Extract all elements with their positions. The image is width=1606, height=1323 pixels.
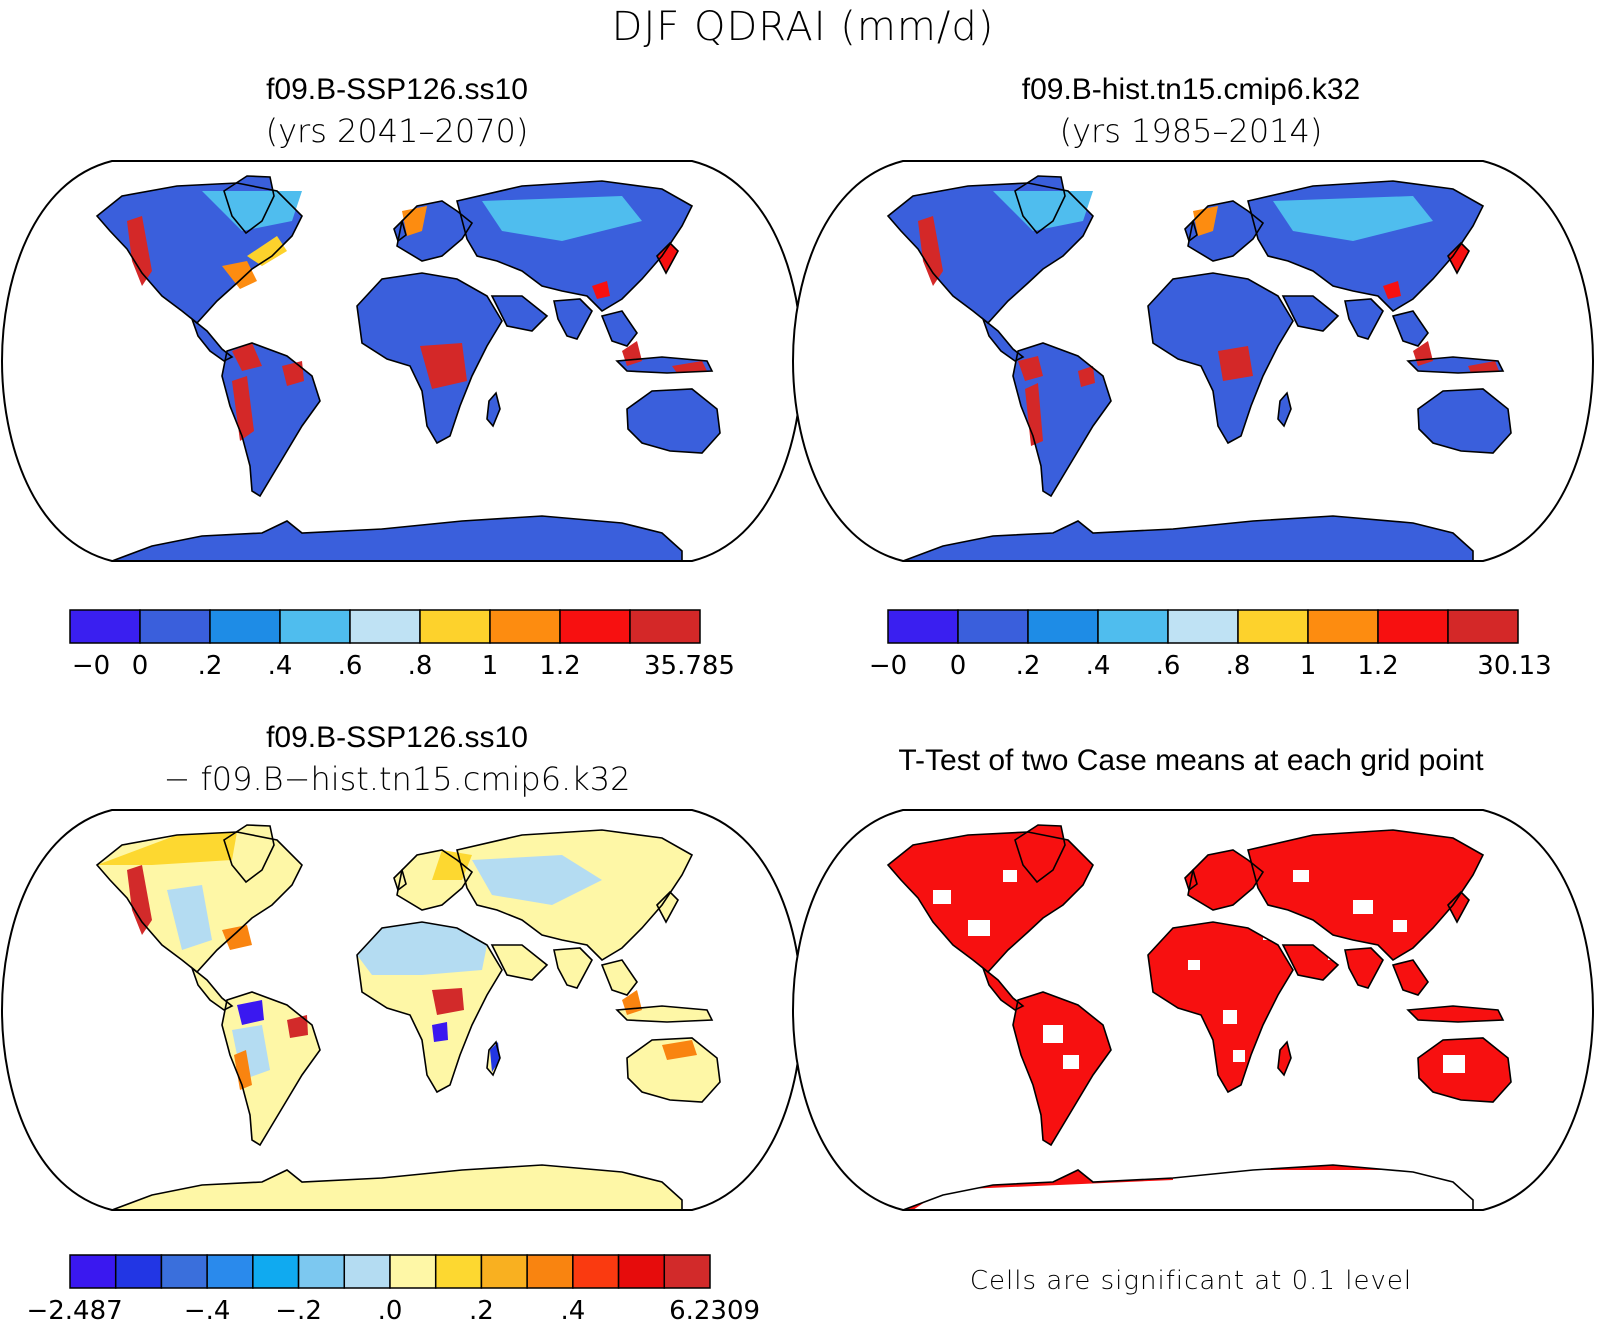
colorbar-label: 30.13 <box>1477 651 1551 681</box>
colorbar-label: 1 <box>1300 651 1317 681</box>
colorbar-label: 1.2 <box>1357 651 1398 681</box>
colorbar-label: 1 <box>482 651 499 681</box>
colorbar-swatch <box>1447 609 1519 644</box>
colorbar-swatch <box>209 609 281 644</box>
colorbar-swatch <box>1237 609 1309 644</box>
colorbar-label: .4 <box>560 1296 585 1323</box>
colorbar-swatch <box>663 1254 711 1289</box>
colorbar-label: 1.2 <box>539 651 580 681</box>
map-ssp126 <box>0 160 804 562</box>
colorbar-swatch <box>139 609 211 644</box>
colorbar-hist: −0 0 .2 .4 .6 .8 1 1.2 30.13 <box>869 609 1552 681</box>
colorbar-swatch <box>160 1254 208 1289</box>
colorbar-swatch <box>629 609 701 644</box>
colorbar-label: −2.487 <box>26 1296 122 1323</box>
colorbar-swatch <box>349 609 421 644</box>
colorbar-label: .2 <box>198 651 223 681</box>
panel-ssp126-title: f09.B-SSP126.ss10 <box>266 73 528 106</box>
colorbar-swatch <box>526 1254 574 1289</box>
colorbar-swatch <box>69 609 141 644</box>
colorbar-label: .6 <box>338 651 363 681</box>
colorbar-swatch <box>1097 609 1169 644</box>
colorbar-label: −0 <box>869 651 907 681</box>
colorbar-swatch <box>206 1254 254 1289</box>
colorbar-label: .2 <box>469 1296 494 1323</box>
colorbar-label: .0 <box>378 1296 403 1323</box>
colorbar-label: 0 <box>950 651 967 681</box>
colorbar-label: .4 <box>1086 651 1111 681</box>
colorbar-swatch <box>389 1254 437 1289</box>
colorbar-swatch <box>434 1254 483 1289</box>
map-diff <box>0 809 804 1211</box>
panel-hist-title: f09.B-hist.tn15.cmip6.k32 <box>1021 73 1361 106</box>
colorbar-swatch <box>957 609 1029 644</box>
colorbar-swatch <box>114 1254 163 1289</box>
colorbar-label: .8 <box>1226 651 1251 681</box>
colorbar-ssp126: −0 0 .2 .4 .6 .8 1 1.2 35.785 <box>69 609 735 681</box>
panel-diff-title: f09.B-SSP126.ss10 <box>266 721 528 754</box>
colorbar-label: .8 <box>408 651 433 681</box>
colorbar-swatch <box>1027 609 1099 644</box>
colorbar-label: −.4 <box>184 1296 231 1323</box>
colorbar-swatch <box>252 1254 300 1289</box>
colorbar-diff: −2.487 −.4 −.2 .0 .2 .4 6.2309 <box>26 1254 760 1323</box>
colorbar-label: .6 <box>1156 651 1181 681</box>
colorbar-swatch <box>69 1254 117 1289</box>
colorbar-swatch <box>1167 609 1239 644</box>
colorbar-swatch <box>297 1254 346 1289</box>
panel-ttest-note: Cells are significant at 0.1 level <box>969 1266 1413 1296</box>
colorbar-swatch <box>419 609 491 644</box>
colorbar-swatch <box>279 609 351 644</box>
colorbar-swatch <box>489 609 561 644</box>
colorbar-swatch <box>480 1254 528 1289</box>
colorbar-label: .2 <box>1016 651 1041 681</box>
colorbar-swatch <box>887 609 959 644</box>
colorbar-label: 6.2309 <box>669 1296 760 1323</box>
figure-title: DJF QDRAI (mm/d) <box>611 4 995 50</box>
panel-ssp126-subtitle: (yrs 2041–2070) <box>265 112 529 150</box>
panel-ttest-title: T-Test of two Case means at each grid po… <box>898 744 1484 777</box>
colorbar-swatch <box>559 609 631 644</box>
colorbar-swatch <box>617 1254 666 1289</box>
panel-hist-subtitle: (yrs 1985–2014) <box>1059 112 1323 150</box>
colorbar-swatch <box>1377 609 1449 644</box>
colorbar-label: .4 <box>268 651 293 681</box>
map-ttest <box>791 809 1595 1211</box>
colorbar-swatch <box>1307 609 1379 644</box>
colorbar-label: 35.785 <box>644 651 735 681</box>
colorbar-label: −.2 <box>275 1296 322 1323</box>
colorbar-swatch <box>343 1254 391 1289</box>
map-hist <box>791 160 1595 562</box>
colorbar-label: 0 <box>132 651 149 681</box>
colorbar-label: −0 <box>72 651 110 681</box>
colorbar-swatch <box>572 1254 620 1289</box>
panel-diff-subtitle: − f09.B−hist.tn15.cmip6.k32 <box>163 760 631 798</box>
